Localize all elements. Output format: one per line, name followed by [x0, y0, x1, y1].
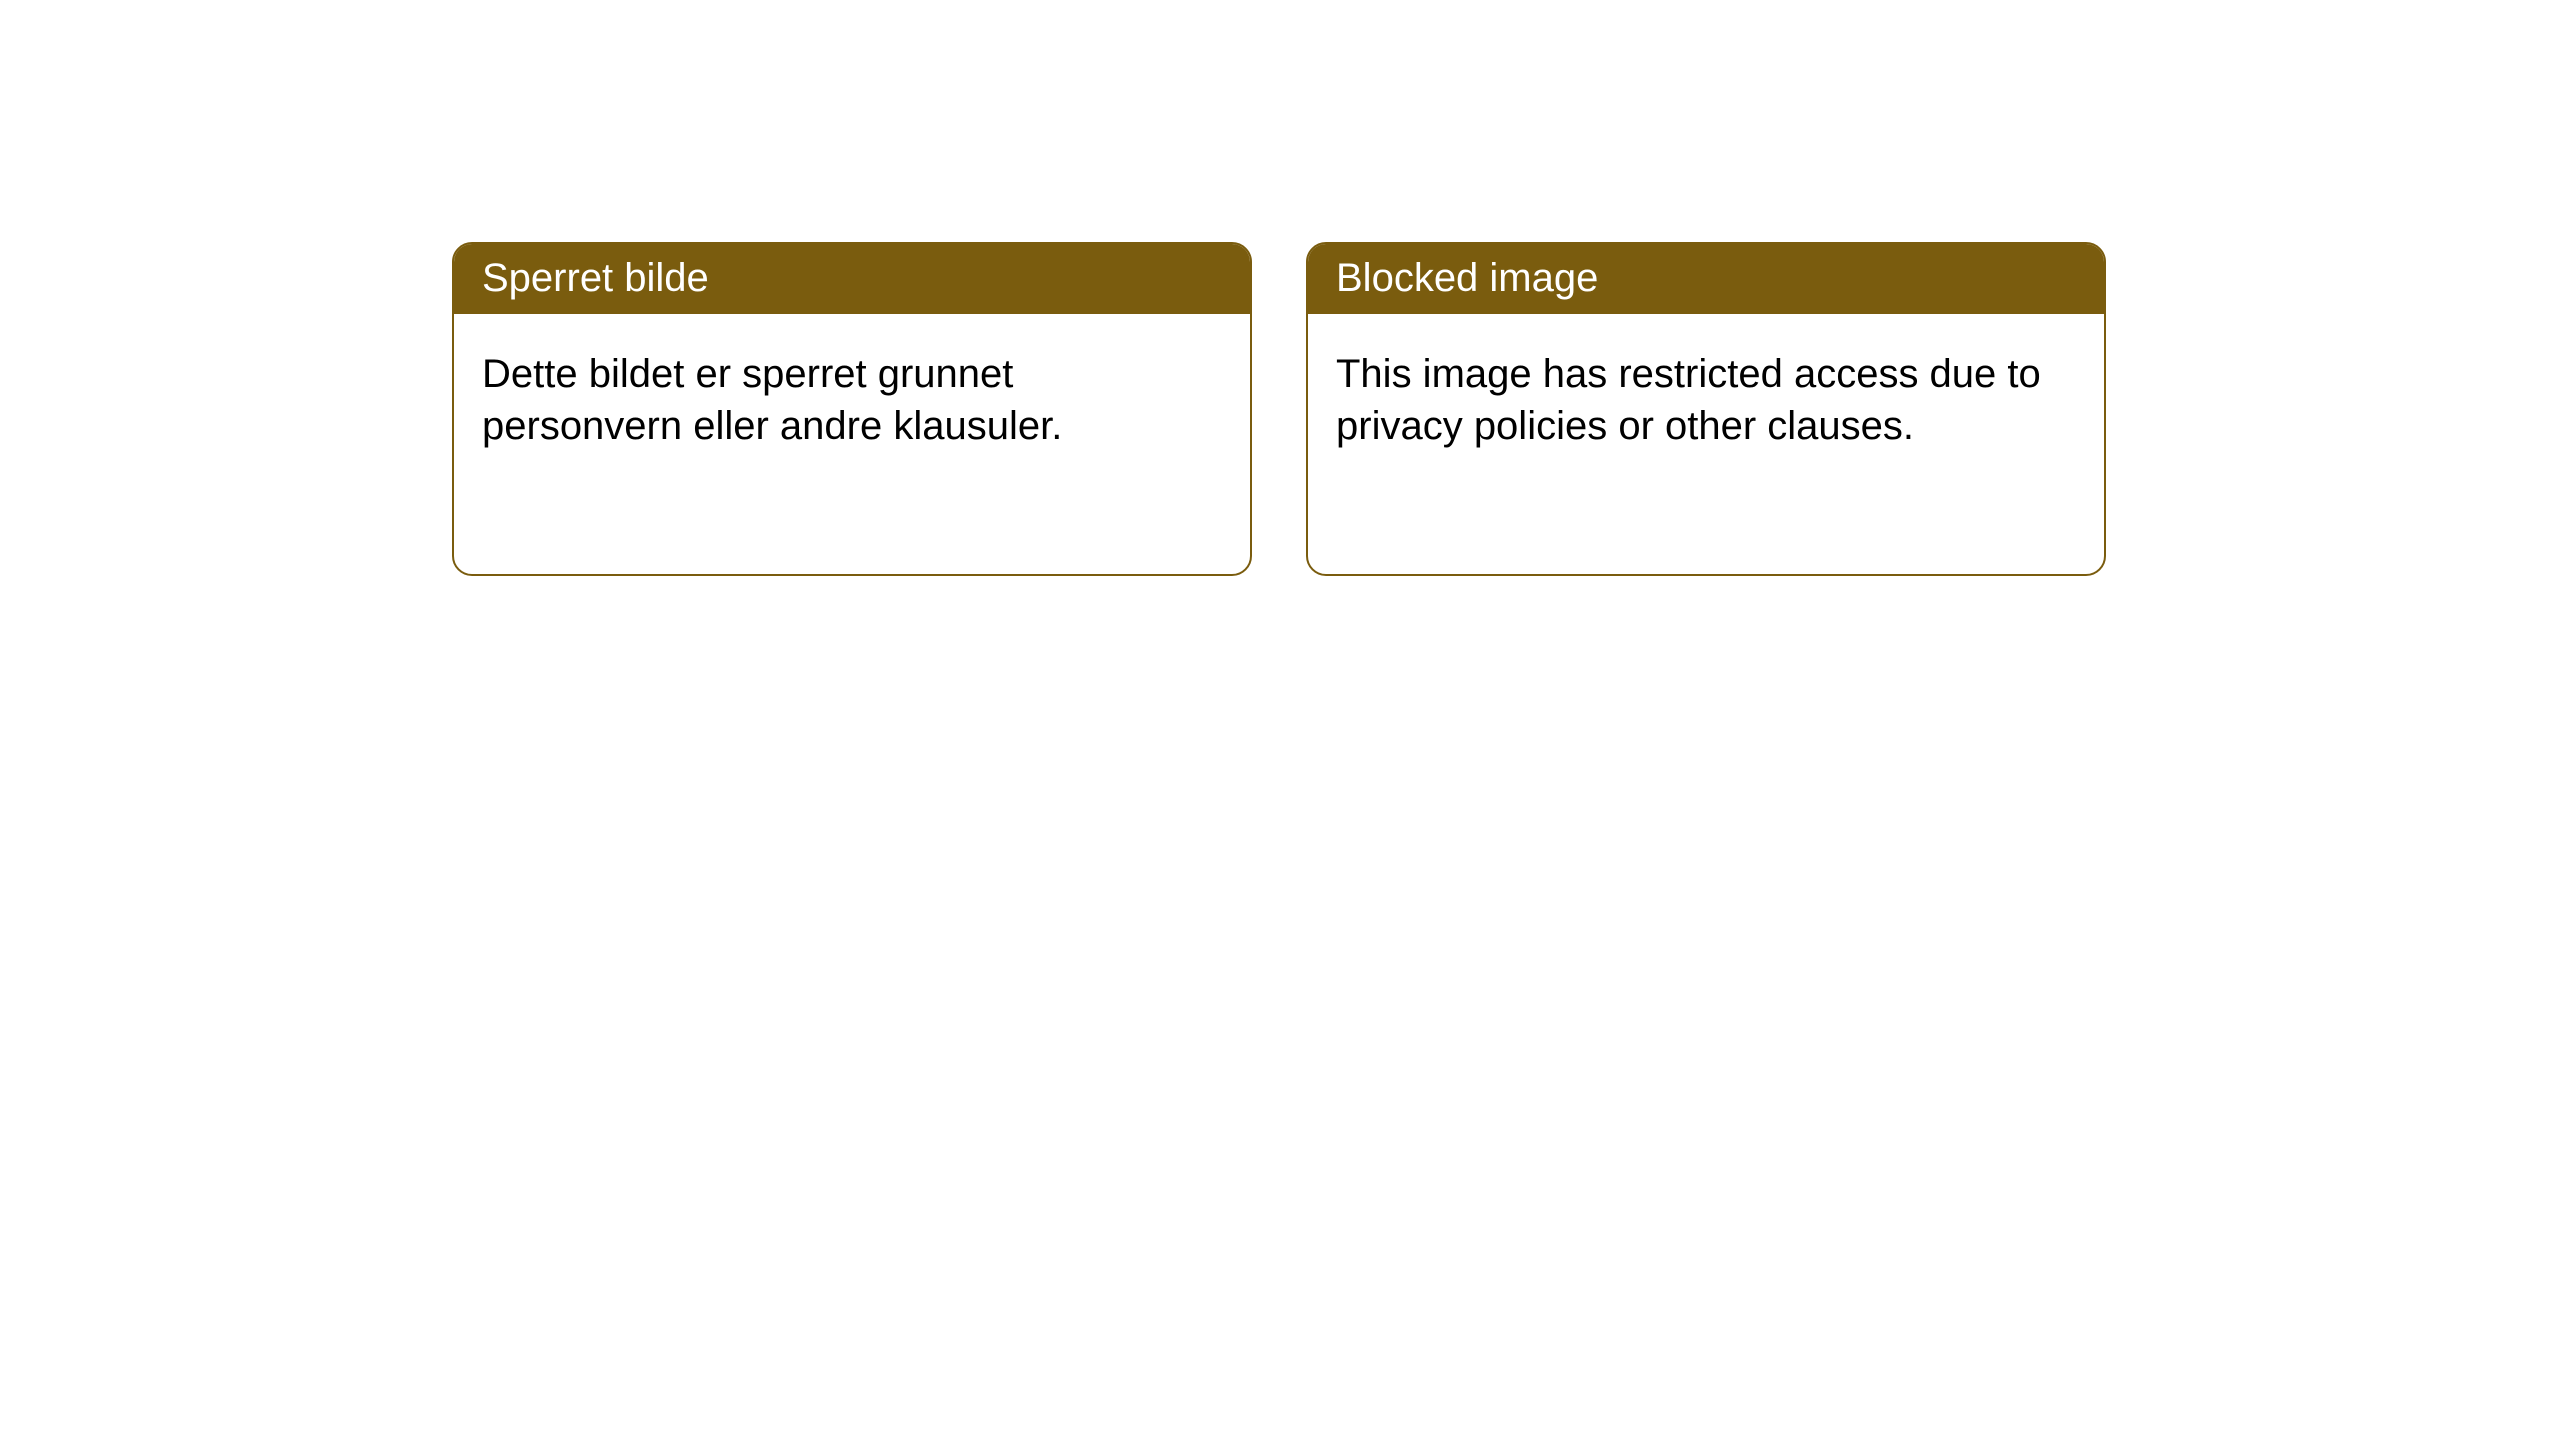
blocked-image-card-en: Blocked image This image has restricted …: [1306, 242, 2106, 576]
blocked-image-card-no: Sperret bilde Dette bildet er sperret gr…: [452, 242, 1252, 576]
card-title: Sperret bilde: [454, 244, 1250, 314]
card-body: Dette bildet er sperret grunnet personve…: [454, 314, 1250, 486]
card-title: Blocked image: [1308, 244, 2104, 314]
card-body: This image has restricted access due to …: [1308, 314, 2104, 486]
cards-container: Sperret bilde Dette bildet er sperret gr…: [0, 0, 2560, 576]
